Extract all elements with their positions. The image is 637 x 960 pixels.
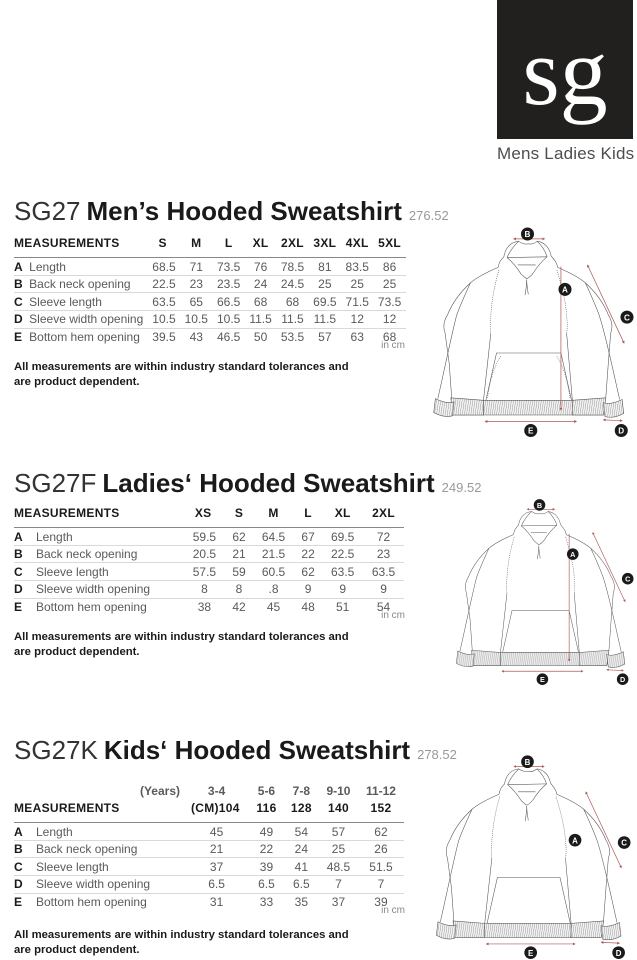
svg-text:D: D <box>620 675 625 684</box>
svg-text:sg: sg <box>522 18 607 125</box>
svg-text:A: A <box>572 836 578 845</box>
svg-text:D: D <box>616 949 622 958</box>
svg-text:C: C <box>621 839 627 848</box>
svg-text:E: E <box>540 675 545 684</box>
svg-text:A: A <box>570 550 576 559</box>
svg-text:C: C <box>624 313 630 322</box>
svg-text:B: B <box>525 230 531 239</box>
svg-text:B: B <box>537 501 542 510</box>
svg-text:E: E <box>528 427 534 436</box>
svg-text:D: D <box>618 427 624 436</box>
svg-text:C: C <box>625 575 631 584</box>
svg-text:E: E <box>528 949 533 958</box>
svg-text:A: A <box>562 286 568 295</box>
svg-text:B: B <box>525 758 531 767</box>
